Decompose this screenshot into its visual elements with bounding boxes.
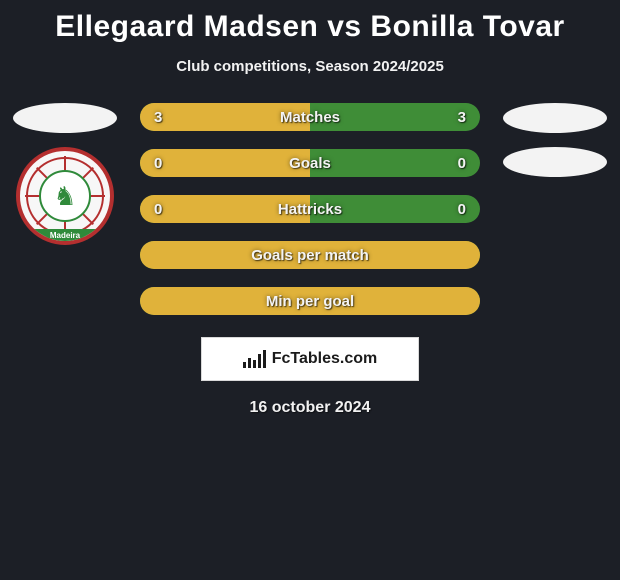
- badge-ribbon-text: Madeira: [30, 229, 100, 243]
- right-team-col: [500, 103, 610, 177]
- team-logo-placeholder-left-1: [13, 103, 117, 133]
- chart-icon: [243, 350, 266, 368]
- team-logo-placeholder-right-2: [503, 147, 607, 177]
- left-team-col: ♞ Madeira: [10, 103, 120, 245]
- brand-text: FcTables.com: [272, 350, 378, 368]
- team-badge-maritimo: ♞ Madeira: [16, 147, 114, 245]
- stat-left-value: 0: [154, 155, 166, 172]
- stat-bar: 0Goals0: [140, 149, 480, 177]
- stat-right-value: 0: [454, 201, 466, 218]
- stat-bar-fill: [140, 287, 480, 315]
- stat-bar: Min per goal: [140, 287, 480, 315]
- stat-bar-fill: [140, 241, 480, 269]
- snapshot-date: 16 october 2024: [0, 399, 620, 417]
- stats-bars: 3Matches3 0Goals0 0Hattricks0 Goals per mat…: [140, 103, 480, 315]
- page-title: Ellegaard Madsen vs Bonilla Tovar: [0, 0, 620, 44]
- stat-bar: 3Matches3: [140, 103, 480, 131]
- brand-attribution: FcTables.com: [201, 337, 419, 381]
- subtitle: Club competitions, Season 2024/2025: [0, 58, 620, 75]
- stat-left-value: 3: [154, 109, 166, 126]
- stat-bar: Goals per match: [140, 241, 480, 269]
- comparison-panel: ♞ Madeira 3Matches3 0Goals0 0Hattricks0 Goa…: [0, 103, 620, 315]
- stat-right-value: 3: [454, 109, 466, 126]
- stat-left-value: 0: [154, 201, 166, 218]
- stat-bar: 0Hattricks0: [140, 195, 480, 223]
- lion-icon: ♞: [39, 170, 91, 222]
- team-logo-placeholder-right-1: [503, 103, 607, 133]
- stat-right-value: 0: [454, 155, 466, 172]
